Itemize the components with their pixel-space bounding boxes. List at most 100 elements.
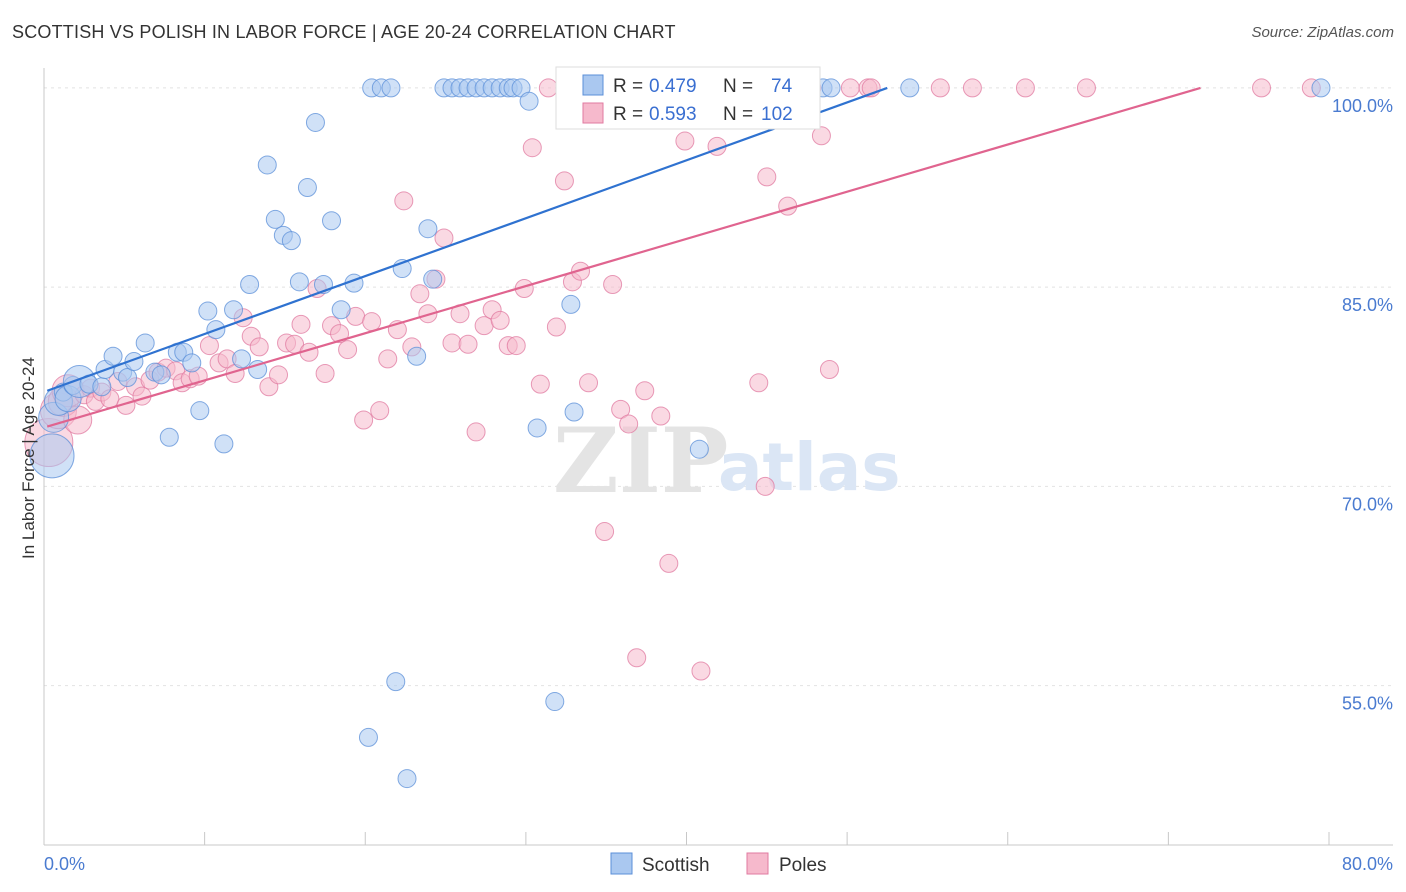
poles-point-47	[410, 284, 430, 304]
poles-points	[24, 78, 1321, 681]
scottish-point-62	[527, 418, 547, 438]
poles-point-27	[249, 337, 269, 357]
poles-point-77	[651, 406, 671, 426]
scottish-point-61	[519, 91, 539, 111]
poles-point-86	[749, 373, 769, 393]
poles-point-40	[354, 410, 374, 430]
x-tick-labels: 0.0% 80.0%	[44, 854, 1393, 874]
poles-point-73	[619, 414, 639, 434]
poles-point-92	[819, 360, 839, 380]
y-tick-labels: 55.0% 70.0% 85.0% 100.0%	[1332, 96, 1393, 714]
scottish-point-16	[151, 365, 171, 385]
bottom-legend-swatch-scottish	[610, 852, 633, 875]
poles-point-61	[522, 138, 542, 158]
scottish-point-43	[381, 78, 401, 98]
scottish-point-71	[821, 78, 841, 98]
poles-point-93	[840, 78, 860, 98]
poles-point-91	[811, 126, 831, 146]
poles-point-67	[570, 261, 590, 281]
legend-n-value-scottish: 74	[771, 76, 793, 97]
scottish-point-27	[240, 274, 260, 294]
legend-top: R = 0.479 N = 74 R = 0.593 N = 102	[555, 66, 821, 130]
scottish-point-34	[297, 178, 317, 198]
scottish-point-25	[224, 300, 244, 320]
scottish-trend-line	[46, 86, 888, 392]
scottish-point-38	[331, 300, 351, 320]
scottish-point-0	[29, 433, 75, 479]
scottish-point-17	[159, 427, 179, 447]
x-tick-marks	[204, 832, 1330, 845]
legend-bottom: Scottish Poles	[610, 852, 827, 876]
legend-n-label-poles: N =	[723, 104, 753, 125]
scottish-point-47	[407, 346, 427, 366]
scottish-points	[29, 78, 1331, 789]
scottish-point-37	[322, 211, 342, 231]
scottish-point-29	[257, 155, 277, 175]
scottish-point-46	[397, 769, 417, 789]
y-tick-label-1: 70.0%	[1342, 494, 1393, 514]
gridlines	[44, 87, 1393, 687]
scottish-point-44	[386, 672, 406, 692]
poles-point-42	[370, 401, 390, 421]
scottish-point-10	[103, 346, 123, 366]
poles-point-70	[595, 522, 615, 542]
y-tick-label-0: 55.0%	[1342, 694, 1393, 714]
source-label: Source: ZipAtlas.com	[1251, 24, 1394, 41]
x-tick-label-1: 80.0%	[1342, 854, 1393, 874]
scottish-point-8	[92, 377, 112, 397]
poles-point-51	[442, 333, 462, 353]
scottish-point-73	[1311, 78, 1331, 98]
watermark-atlas: atlas	[718, 429, 901, 506]
scottish-point-20	[182, 353, 202, 373]
poles-point-53	[458, 334, 478, 354]
scottish-point-63	[545, 692, 565, 712]
scottish-point-26	[232, 349, 252, 369]
chart-title: SCOTTISH VS POLISH IN LABOR FORCE | AGE …	[12, 22, 676, 42]
legend-swatch-scottish	[582, 74, 604, 96]
scottish-point-14	[135, 333, 155, 353]
scottish-point-12	[118, 367, 138, 387]
scottish-point-72	[900, 78, 920, 98]
poles-point-57	[490, 310, 510, 330]
scottish-point-33	[289, 272, 309, 292]
watermark: ZIP atlas	[553, 408, 901, 514]
scottish-point-69	[689, 439, 709, 459]
bottom-legend-label-scottish: Scottish	[642, 855, 710, 876]
poles-point-97	[962, 78, 982, 98]
poles-point-55	[474, 316, 494, 336]
poles-point-32	[291, 314, 311, 334]
poles-point-59	[506, 336, 526, 356]
poles-point-99	[1076, 78, 1096, 98]
y-tick-label-2: 85.0%	[1342, 295, 1393, 315]
poles-trend-line	[46, 86, 1201, 428]
bottom-legend-label-poles: Poles	[779, 855, 827, 876]
poles-point-80	[675, 131, 695, 151]
scottish-point-32	[281, 231, 301, 251]
legend-r-label-scottish: R =	[613, 76, 643, 97]
trend-lines	[46, 86, 1201, 428]
scottish-point-64	[561, 294, 581, 314]
poles-point-96	[930, 78, 950, 98]
poles-point-75	[635, 381, 655, 401]
legend-n-value-poles: 102	[761, 104, 793, 125]
scottish-point-65	[564, 402, 584, 422]
poles-point-41	[362, 312, 382, 332]
poles-point-98	[1015, 78, 1035, 98]
poles-point-87	[755, 476, 775, 496]
poles-point-71	[603, 274, 623, 294]
x-tick-label-0: 0.0%	[44, 854, 85, 874]
y-tick-label-3: 100.0%	[1332, 96, 1393, 116]
legend-swatch-poles	[582, 102, 604, 124]
poles-point-29	[269, 365, 289, 385]
poles-point-43	[378, 349, 398, 369]
legend-r-label-poles: R =	[613, 104, 643, 125]
y-axis-label: In Labor Force | Age 20-24	[19, 357, 38, 559]
poles-point-35	[315, 363, 335, 383]
scottish-point-49	[423, 269, 443, 289]
poles-point-68	[579, 373, 599, 393]
poles-point-72	[611, 399, 631, 419]
poles-point-82	[691, 661, 711, 681]
bottom-legend-swatch-poles	[746, 852, 769, 875]
scottish-point-22	[198, 301, 218, 321]
